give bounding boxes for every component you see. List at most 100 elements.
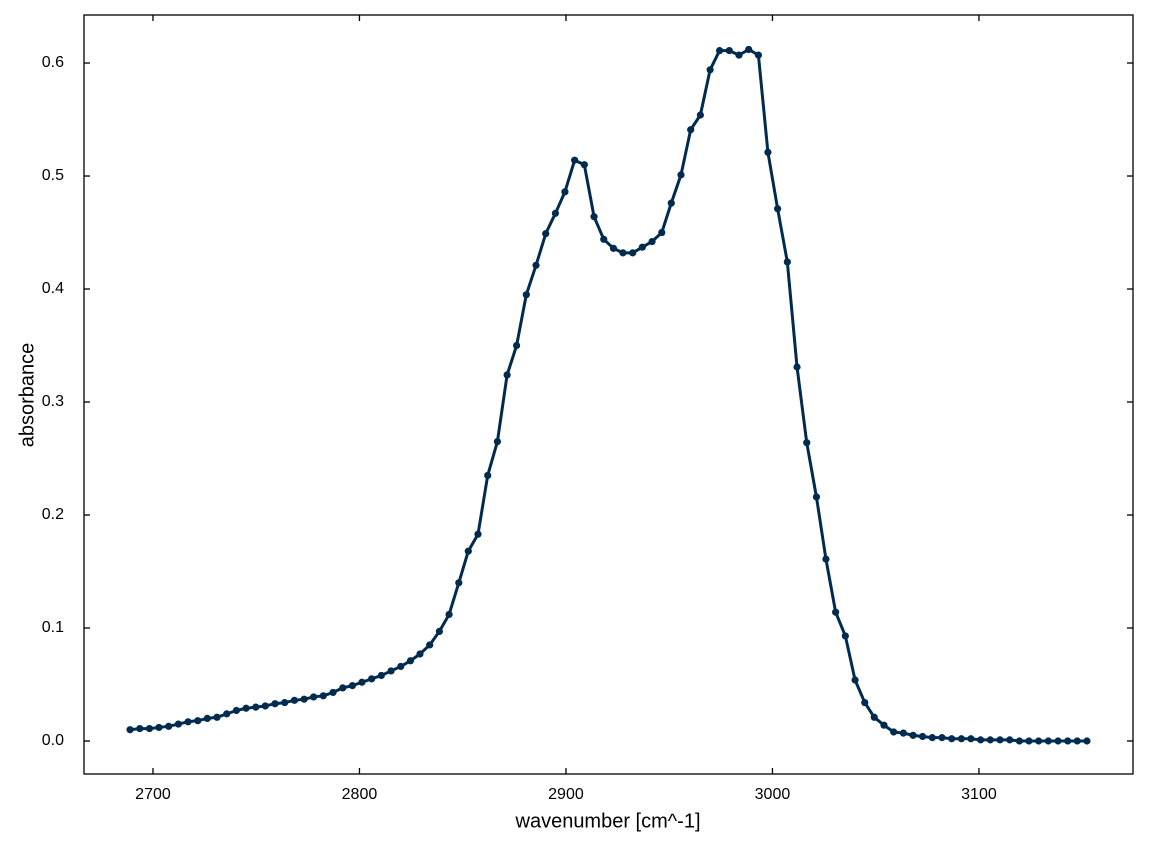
data-point [832,608,840,616]
data-point [358,678,366,686]
data-point [870,713,878,721]
data-point [339,684,347,692]
data-point [658,228,666,237]
data-point [397,662,405,671]
data-point [986,736,994,744]
data-point [687,126,695,134]
data-point [909,731,917,739]
data-point [841,632,849,640]
data-point [377,671,385,680]
data-point [1083,737,1091,745]
data-point [261,702,269,710]
data-point [803,439,811,447]
data-point [1064,737,1072,745]
data-point [232,706,240,715]
data-point [793,363,801,371]
x-tick-label: 3000 [755,786,791,803]
data-point [890,728,898,736]
data-point [899,729,907,737]
x-tick-label: 2900 [548,786,584,803]
data-point [735,51,743,59]
data-point [387,667,395,675]
data-point [503,371,511,379]
data-point [812,493,821,501]
data-point [677,171,685,179]
data-point [426,641,434,649]
data-point [1035,737,1043,745]
data-point [136,724,144,733]
data-point [319,692,327,700]
data-point [880,721,888,729]
data-point [861,698,869,707]
data-point [329,688,337,697]
plot-frame [83,14,1134,775]
data-point [629,249,637,257]
data-point [996,736,1004,744]
data-point [474,530,482,538]
data-point [406,657,415,665]
data-point [957,735,966,743]
data-point [938,734,946,742]
y-axis-label: absorbance [16,343,38,448]
data-point [561,188,569,196]
data-point [1015,737,1024,745]
data-point [580,161,588,169]
data-point [667,199,675,207]
data-point [174,720,182,728]
y-tick-label: 0.3 [42,393,64,410]
data-point [165,722,173,730]
data-point [745,45,753,54]
data-point [532,261,540,269]
data-point [271,700,279,708]
data-point [715,46,724,55]
data-point [348,682,357,690]
data-point [619,249,627,257]
data-point [822,555,830,563]
data-point [290,696,299,704]
data-point [368,675,376,683]
x-tick-label: 2700 [135,786,171,803]
data-point [435,627,443,635]
data-point [754,51,763,59]
data-point [571,156,579,164]
x-tick-label: 3100 [961,786,997,803]
data-point [1073,737,1081,745]
data-point [484,471,492,480]
data-point [513,341,521,350]
data-point [967,735,975,743]
data-point [242,704,250,712]
data-point [464,547,472,555]
data-point [783,258,791,266]
data-point [281,698,289,707]
data-point [851,676,859,684]
data-point [493,437,502,446]
data-point [928,734,936,742]
data-point [542,230,550,238]
x-tick-label: 2800 [342,786,378,803]
data-point [455,579,463,587]
data-point [155,723,163,732]
data-point [696,111,704,119]
data-point [203,714,211,723]
x-axis-label: wavenumber [cm^-1] [515,810,701,832]
data-point [1025,737,1033,745]
data-point [194,717,202,725]
data-point [223,710,231,718]
data-point [948,735,956,743]
data-point [416,650,424,658]
data-point [1054,737,1062,745]
data-point [551,209,560,217]
data-point [590,213,598,221]
data-point [638,243,646,251]
y-tick-label: 0.0 [42,732,64,749]
data-point [145,724,154,733]
data-point [1006,736,1014,744]
y-tick-label: 0.6 [42,54,64,71]
data-point [126,726,134,734]
data-point [184,718,192,726]
y-tick-label: 0.4 [42,280,64,297]
data-point [706,66,714,74]
data-point [977,736,985,744]
